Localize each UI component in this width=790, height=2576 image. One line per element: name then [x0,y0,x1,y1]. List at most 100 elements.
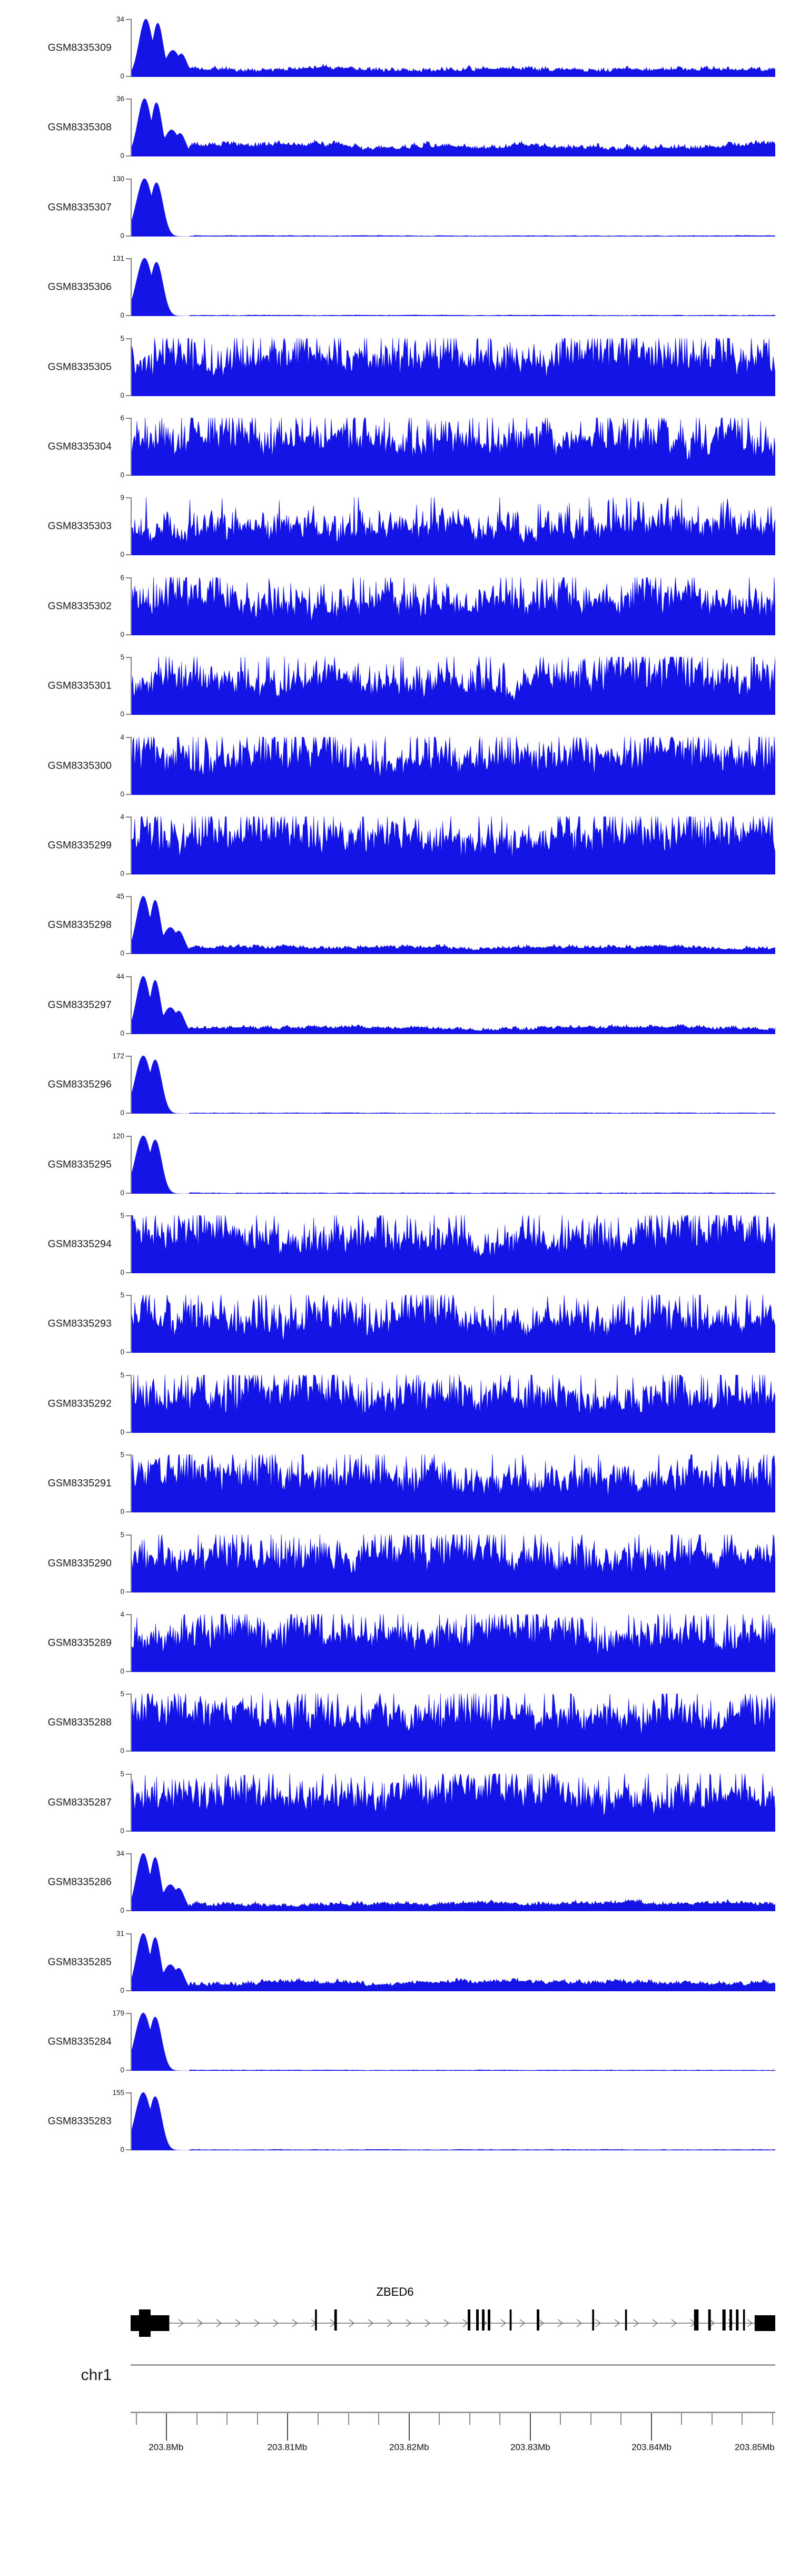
ruler-minor-tick [318,2413,319,2425]
track-sample-label: GSM8335309 [47,42,112,54]
track-sample-label: GSM8335302 [47,600,112,612]
coverage-track: GSM8335297 44 0 [0,972,790,1038]
coverage-wiggle [132,1136,775,1194]
y-axis-tick [126,1751,132,1752]
y-axis-tick [126,1831,132,1832]
y-axis-max-label: 31 [116,1930,124,1938]
y-axis-tick [126,179,132,180]
coverage-track: GSM8335306 131 0 [0,254,790,320]
y-axis-max-label: 4 [120,813,124,821]
track-sample-label: GSM8335304 [47,440,112,453]
ruler-major-tick [650,2413,652,2441]
y-axis-min-label: 0 [120,2146,124,2154]
gene-exon-block [754,2315,775,2331]
y-axis-min-label: 0 [120,311,124,319]
coverage-wiggle [132,1056,775,1114]
track-sample-label: GSM8335286 [47,1876,112,1888]
coverage-track: GSM8335283 155 0 [0,2088,790,2155]
gene-model-svg [131,2309,775,2337]
ruler-minor-tick [742,2413,743,2425]
coverage-wiggle [132,258,775,316]
track-y-axis [131,1853,132,1911]
y-axis-tick [126,338,132,339]
y-axis-tick [126,2149,132,2150]
coverage-wiggle [132,737,775,795]
y-axis-tick [126,1535,132,1536]
ruler-minor-tick [135,2413,137,2425]
gene-exon-block [743,2309,745,2331]
y-axis-min-label: 0 [120,152,124,160]
track-sample-label: GSM8335287 [47,1796,112,1808]
y-axis-min-label: 0 [120,631,124,638]
coverage-track: GSM8335290 5 0 [0,1530,790,1597]
gene-exon-block [476,2309,479,2331]
y-axis-tick [126,1113,132,1114]
y-axis-min-label: 0 [120,1189,124,1197]
y-axis-tick [126,1033,132,1034]
y-axis-tick [126,19,132,20]
coverage-wiggle [132,1535,775,1592]
coverage-track: GSM8335302 6 0 [0,573,790,640]
y-axis-tick [126,1933,132,1934]
coverage-track: GSM8335305 5 0 [0,334,790,400]
coverage-wiggle [132,99,775,156]
ruler-minor-tick [378,2413,379,2425]
track-y-axis [131,1454,132,1512]
track-plot-area: 120 0 [112,1132,775,1198]
gene-exon-block [139,2309,151,2337]
track-plot-area: 34 0 [116,1849,775,1915]
gene-exon-block [708,2309,711,2331]
y-axis-tick [126,1694,132,1695]
y-axis-max-label: 5 [120,1291,124,1299]
track-plot-area: 179 0 [112,2009,775,2075]
ruler-top-line [131,2364,775,2366]
y-axis-max-label: 172 [112,1052,124,1060]
ruler-baseline [131,2412,775,2413]
track-sample-label: GSM8335297 [47,999,112,1011]
gene-exon-block [488,2309,490,2331]
y-axis-tick [126,1056,132,1057]
coverage-wiggle [132,1933,775,1991]
track-plot-area: 45 0 [116,892,775,958]
y-axis-tick [126,634,132,635]
y-axis-max-label: 5 [120,1371,124,1379]
coverage-track: GSM8335293 5 0 [0,1291,790,1357]
coverage-wiggle [132,577,775,635]
coverage-wiggle [132,1853,775,1911]
y-axis-min-label: 0 [120,870,124,878]
coverage-wiggle [132,19,775,77]
coverage-wiggle [132,657,775,715]
y-axis-tick [126,1591,132,1592]
coverage-track: GSM8335300 4 0 [0,733,790,799]
ruler-minor-tick [772,2413,773,2425]
ruler-minor-tick [196,2413,197,2425]
y-axis-max-label: 4 [120,1610,124,1618]
y-axis-max-label: 5 [120,653,124,661]
track-sample-label: GSM8335290 [47,1557,112,1569]
coverage-wiggle [132,817,775,874]
track-sample-label: GSM8335293 [47,1318,112,1330]
y-axis-max-label: 179 [112,2009,124,2017]
coverage-wiggle [132,1454,775,1512]
y-axis-tick [126,1671,132,1672]
y-axis-tick [126,475,132,476]
y-axis-min-label: 0 [120,1269,124,1276]
track-sample-label: GSM8335292 [47,1398,112,1410]
y-axis-max-label: 5 [120,1690,124,1698]
coverage-wiggle [132,2013,775,2071]
track-y-axis [131,577,132,635]
coverage-wiggle [132,1215,775,1273]
ruler-tick-label: 203.8Mb [149,2442,184,2452]
y-axis-max-label: 36 [116,95,124,103]
track-sample-label: GSM8335295 [47,1158,112,1171]
y-axis-tick [126,577,132,578]
y-axis-min-label: 0 [120,550,124,558]
gene-exon-block [509,2309,512,2331]
y-axis-max-label: 120 [112,1132,124,1140]
y-axis-tick [126,497,132,498]
